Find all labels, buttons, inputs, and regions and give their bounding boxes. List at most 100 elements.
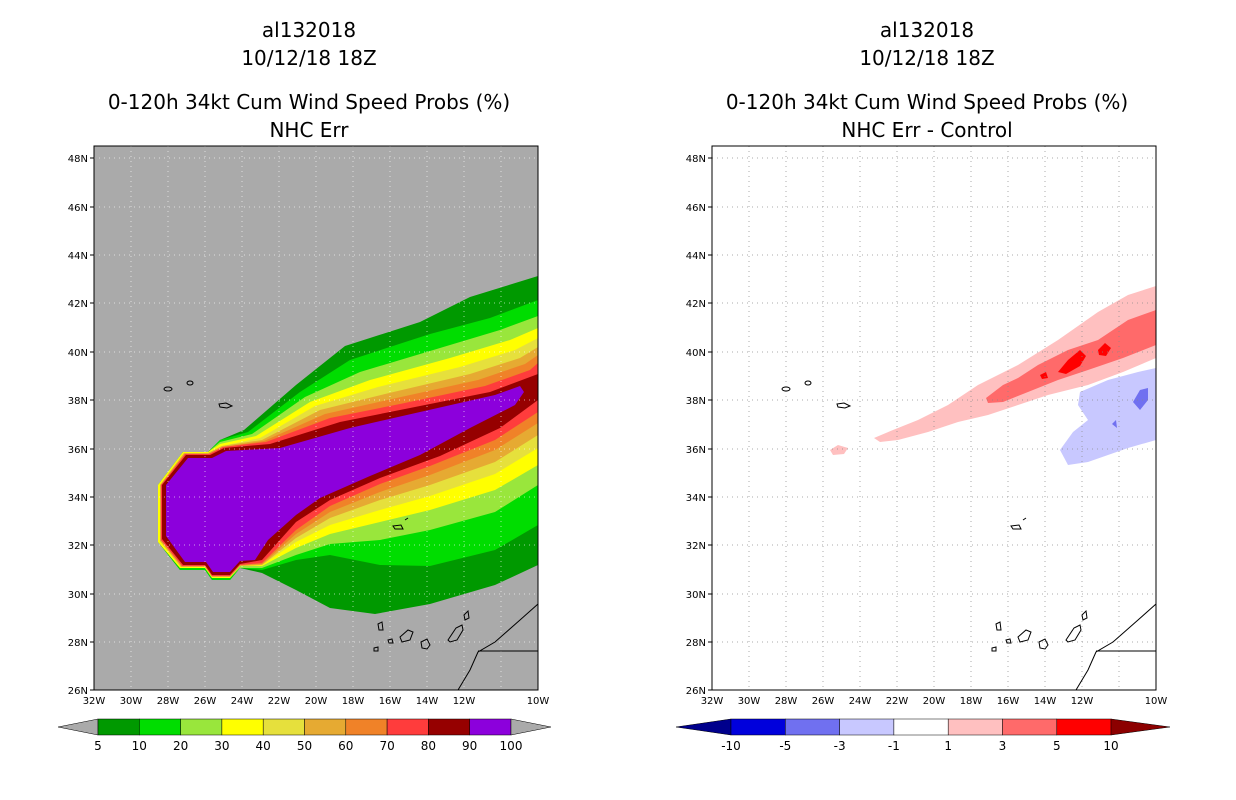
left-lon-label-16w: 16W <box>379 696 402 707</box>
right-difference-contours <box>830 286 1156 465</box>
right-colorbar-label-m3: -3 <box>834 739 846 753</box>
left-colorbar-box-1 <box>139 718 181 736</box>
left-gridlines <box>94 146 538 690</box>
right-lon-label-18w: 18W <box>960 696 983 707</box>
left-colorbar-label-50: 50 <box>297 739 312 753</box>
left-colorbar-box-0 <box>97 718 140 736</box>
left-colorbar-label-80: 80 <box>421 739 436 753</box>
diff-pos-1b <box>830 445 848 455</box>
right-colorbar-box-3 <box>893 718 949 736</box>
diff-pos-5b <box>1098 343 1111 356</box>
right-subtitle: NHC Err - Control <box>841 118 1013 142</box>
left-lat-label-44n: 44N <box>68 251 88 262</box>
left-lon-label-30w: 30W <box>120 696 143 707</box>
right-lat-label-28n: 28N <box>686 638 706 649</box>
right-storm-id: al132018 <box>879 18 975 42</box>
left-storm-id: al132018 <box>261 18 357 42</box>
right-lat-label-26n: 26N <box>686 686 706 697</box>
right-lon-label-22w: 22W <box>886 696 909 707</box>
diff-pos-3 <box>986 310 1156 403</box>
left-lon-label-24w: 24W <box>231 696 254 707</box>
right-colorbar-label-5: 5 <box>1053 739 1061 753</box>
right-lat-label-48n: 48N <box>686 154 706 165</box>
right-lat-label-36n: 36N <box>686 445 706 456</box>
right-colorbar-label-m10: -10 <box>721 739 741 753</box>
left-lat-label-26n: 26N <box>68 686 88 697</box>
right-map-frame <box>711 145 1157 691</box>
left-lon-label-22w: 22W <box>268 696 291 707</box>
left-lon-label-12w: 12W <box>453 696 476 707</box>
left-lat-label-36n: 36N <box>68 445 88 456</box>
right-colorbar-box-5 <box>1002 718 1058 736</box>
left-colorbar-box-5 <box>304 718 347 736</box>
diff-pos-5a <box>1058 350 1086 374</box>
left-lat-label-28n: 28N <box>68 638 88 649</box>
left-colorbar-label-10: 10 <box>132 739 147 753</box>
left-colorbar-box-8 <box>428 718 470 736</box>
left-lat-ticks <box>90 157 94 691</box>
left-lon-label-26w: 26W <box>194 696 217 707</box>
right-lat-label-46n: 46N <box>686 203 706 214</box>
left-lat-label-42n: 42N <box>68 299 88 310</box>
right-lat-label-40n: 40N <box>686 348 706 359</box>
left-colorbar-box-3 <box>221 718 264 736</box>
left-subtitle: NHC Err <box>269 118 349 142</box>
right-colorbar-label-1: 1 <box>944 739 952 753</box>
right-title: 0-120h 34kt Cum Wind Speed Probs (%) <box>725 90 1129 114</box>
left-lon-label-20w: 20W <box>305 696 328 707</box>
contour-90 <box>166 386 524 572</box>
left-colorbar-box-6 <box>345 718 388 736</box>
right-lat-label-38n: 38N <box>686 396 706 407</box>
left-colorbar-label-40: 40 <box>256 739 271 753</box>
right-lon-label-28w: 28W <box>775 696 798 707</box>
right-lat-label-34n: 34N <box>686 493 706 504</box>
left-colorbar-label-20: 20 <box>173 739 188 753</box>
right-colorbar-label-m1: -1 <box>888 739 900 753</box>
right-lon-label-20w: 20W <box>923 696 946 707</box>
right-lon-label-26w: 26W <box>812 696 835 707</box>
left-colorbar-label-5: 5 <box>94 739 102 753</box>
right-gridlines <box>712 146 1156 690</box>
right-colorbar-over <box>1110 718 1171 736</box>
left-lon-label-28w: 28W <box>157 696 180 707</box>
left-title: 0-120h 34kt Cum Wind Speed Probs (%) <box>107 90 511 114</box>
right-colorbar-box-2 <box>839 718 895 736</box>
left-lat-label-32n: 32N <box>68 541 88 552</box>
left-lon-label-10w: 10W <box>527 696 550 707</box>
right-coastlines <box>781 380 1157 691</box>
left-colorbar-box-4 <box>262 718 305 736</box>
right-lat-label-44n: 44N <box>686 251 706 262</box>
left-colorbar-label-100: 100 <box>500 739 523 753</box>
right-panel: al132018 10/12/18 18Z 0-120h 34kt Cum Wi… <box>618 0 1236 800</box>
left-lon-label-32w: 32W <box>83 696 106 707</box>
left-lat-label-38n: 38N <box>68 396 88 407</box>
right-colorbar <box>675 718 1171 736</box>
right-lon-label-32w: 32W <box>701 696 724 707</box>
left-colorbar-box-2 <box>180 718 223 736</box>
right-lon-label-24w: 24W <box>849 696 872 707</box>
diff-pos-5c <box>1040 372 1048 379</box>
right-colorbar-label-3: 3 <box>999 739 1007 753</box>
left-lat-label-40n: 40N <box>68 348 88 359</box>
diff-neg-1 <box>1060 368 1156 465</box>
left-colorbar-label-30: 30 <box>214 739 229 753</box>
right-datetime: 10/12/18 18Z <box>859 46 995 70</box>
left-colorbar <box>57 718 552 736</box>
right-lat-label-32n: 32N <box>686 541 706 552</box>
left-lat-label-48n: 48N <box>68 154 88 165</box>
right-lat-ticks <box>708 157 712 691</box>
right-colorbar-box-0 <box>730 718 786 736</box>
left-colorbar-label-60: 60 <box>338 739 353 753</box>
right-lon-label-16w: 16W <box>997 696 1020 707</box>
diff-neg-3 <box>1133 388 1148 410</box>
left-datetime: 10/12/18 18Z <box>241 46 377 70</box>
right-colorbar-label-m5: -5 <box>779 739 791 753</box>
right-map: 48N 46N 44N 42N 40N 38N 36N 34N 32N 30N … <box>675 145 1171 753</box>
right-colorbar-box-6 <box>1056 718 1112 736</box>
left-colorbar-box-7 <box>386 718 429 736</box>
left-colorbar-label-70: 70 <box>379 739 394 753</box>
left-colorbar-under <box>57 718 99 736</box>
left-lon-label-14w: 14W <box>416 696 439 707</box>
right-lon-label-12w: 12W <box>1071 696 1094 707</box>
right-lat-label-42n: 42N <box>686 299 706 310</box>
